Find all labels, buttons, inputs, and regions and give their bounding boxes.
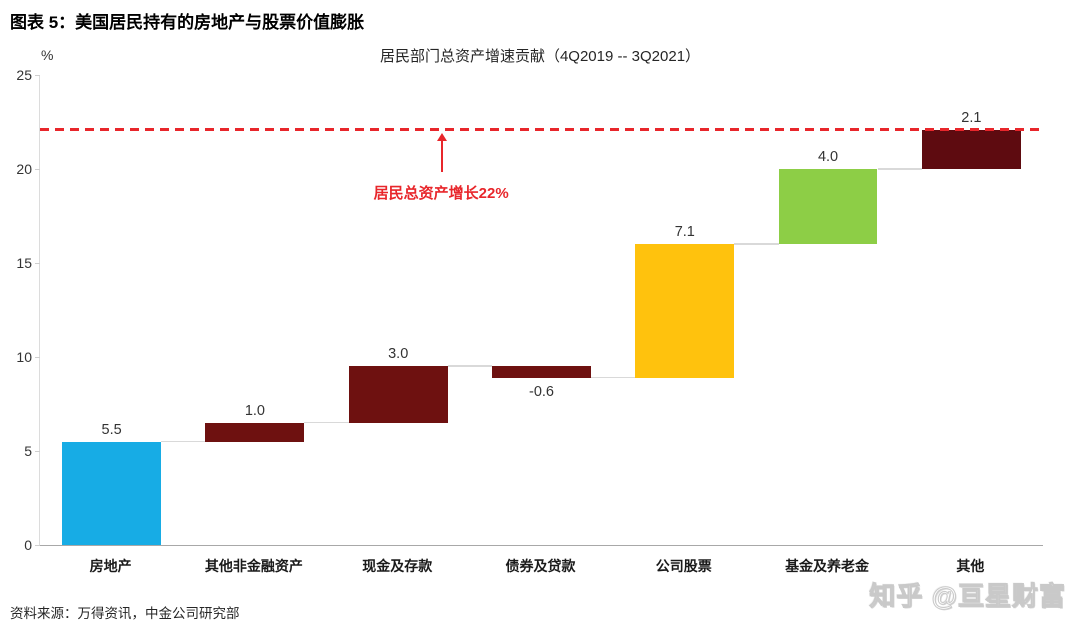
annotation-label: 居民总资产增长22%	[373, 184, 509, 202]
bar-value-label: 4.0	[817, 149, 839, 165]
y-tick-mark	[35, 450, 40, 452]
x-axis-label: 现金及存款	[362, 558, 433, 574]
x-axis-label: 其他非金融资产	[204, 558, 303, 574]
connector-line	[161, 440, 206, 443]
annotation-arrow-icon	[437, 132, 448, 172]
connector-line	[304, 421, 349, 424]
bar-value-label: 1.0	[244, 402, 265, 419]
y-axis-unit-label: %	[41, 47, 54, 63]
x-axis-labels: 房地产 其他非金融资产 现金及存款 债券及贷款 公司股票 基金及养老金 其他	[39, 556, 1042, 578]
bar-value-label: -0.6	[528, 383, 554, 400]
x-axis-label: 债券及贷款	[505, 558, 576, 574]
bar-value-label: 3.0	[388, 346, 409, 363]
reference-dashed-line	[40, 128, 1043, 132]
x-axis-label: 公司股票	[655, 558, 712, 574]
bar-value-label: 2.1	[961, 109, 982, 126]
waterfall-bar-3	[492, 366, 591, 378]
watermark: 知乎 @亘星财富	[869, 581, 1066, 612]
y-tick-mark	[35, 356, 40, 358]
connector-line	[734, 243, 779, 245]
y-tick-mark	[35, 74, 40, 76]
arrow-head-icon	[437, 132, 448, 141]
y-tick-label: 10	[16, 349, 32, 365]
x-axis-label: 房地产	[89, 558, 132, 574]
connector-line	[877, 168, 922, 170]
y-tick-label: 5	[24, 443, 32, 459]
y-tick-label: 25	[16, 67, 32, 83]
figure-title: 图表 5：美国居民持有的房地产与股票价值膨胀	[10, 13, 365, 32]
waterfall-bar-4	[635, 244, 735, 378]
connector-line	[590, 376, 636, 379]
waterfall-bar-1	[205, 422, 305, 442]
bar-value-label: 7.1	[674, 224, 695, 241]
y-tick-mark	[35, 168, 40, 170]
plot-area: 居民总资产增长22% 5.5 1.0 3.0 -0.6 7.1 4.0 2.1	[35, 74, 1043, 546]
source-note: 资料来源：万得资讯，中金公司研究部	[10, 606, 240, 621]
y-axis-ticks: 0 5 10 15 20 25	[0, 0, 34, 642]
x-axis-label: 基金及养老金	[785, 558, 870, 574]
waterfall-bar-2	[348, 366, 448, 423]
y-tick-label: 15	[16, 255, 32, 271]
bar-value-label: 5.5	[101, 421, 122, 438]
y-tick-mark	[35, 262, 40, 264]
waterfall-bar-5	[778, 169, 878, 245]
waterfall-bar-6	[921, 129, 1021, 169]
x-axis-label: 其他	[956, 558, 985, 574]
waterfall-bar-0	[62, 441, 162, 545]
connector-line	[447, 365, 493, 367]
y-tick-mark	[35, 544, 40, 546]
y-tick-label: 0	[24, 537, 32, 553]
chart-title: 居民部门总资产增速贡献（4Q2019 -- 3Q2021）	[379, 48, 701, 65]
y-tick-label: 20	[16, 161, 32, 177]
